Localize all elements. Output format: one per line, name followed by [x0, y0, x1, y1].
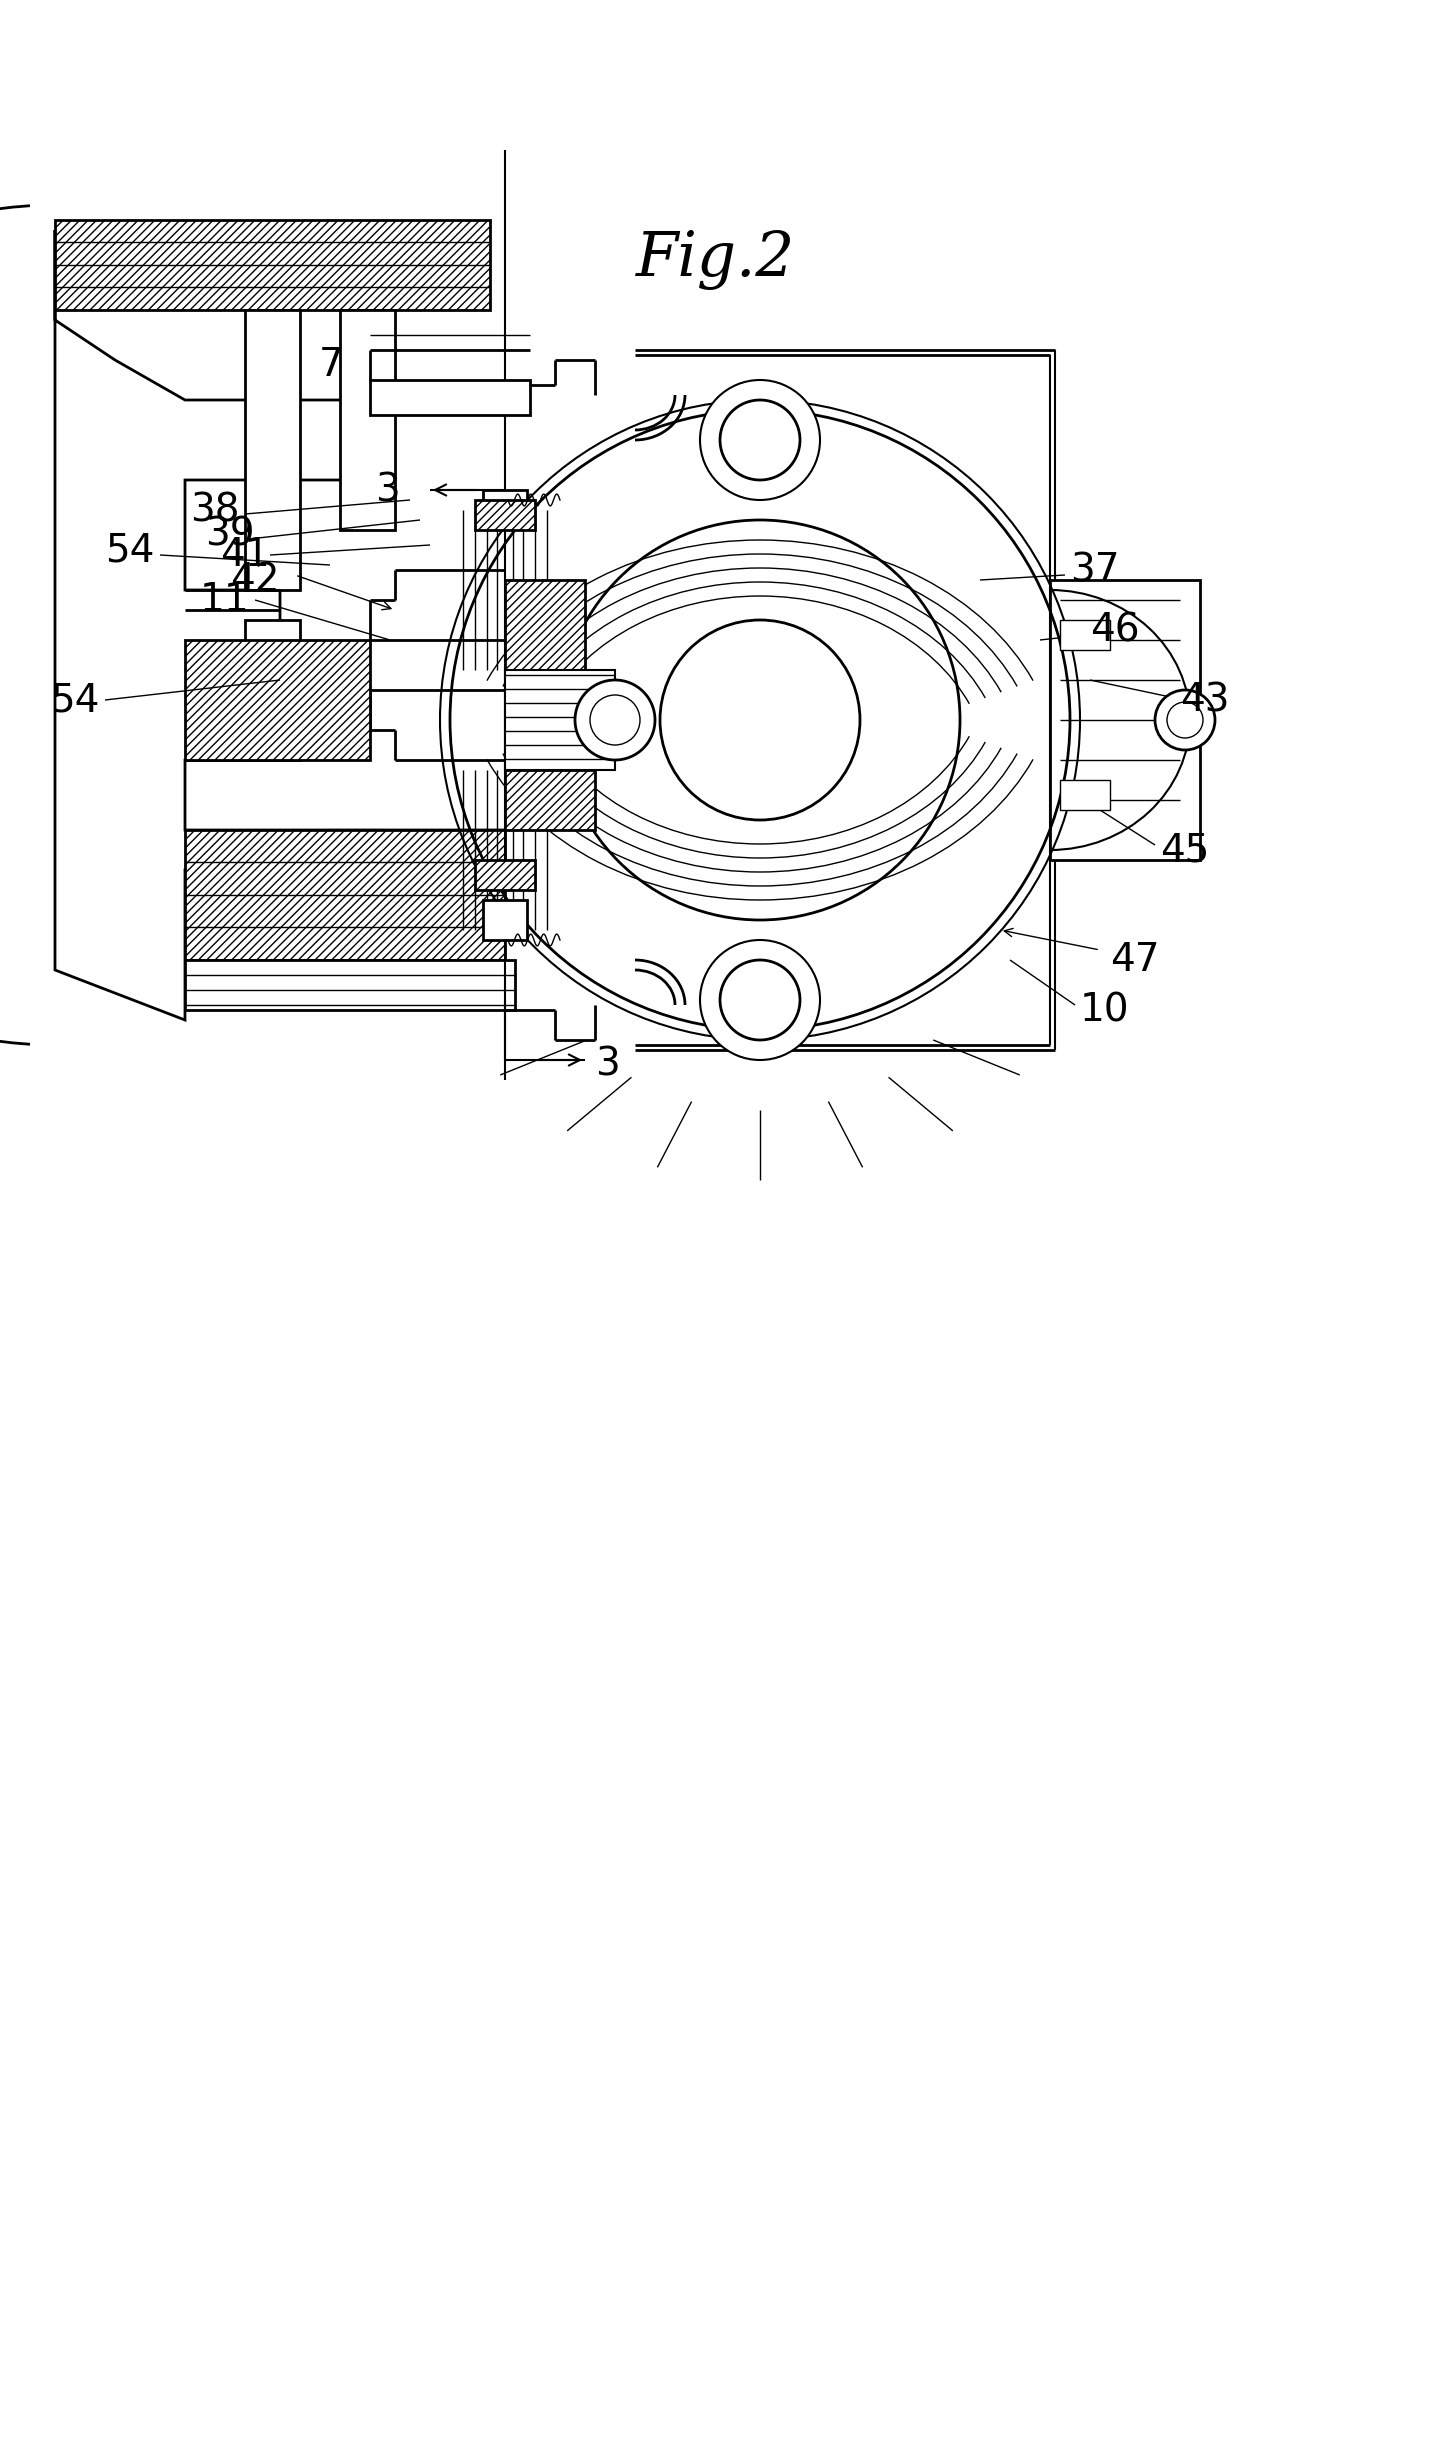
Text: 41: 41: [221, 537, 269, 574]
Circle shape: [699, 941, 820, 1059]
Text: 45: 45: [1159, 830, 1209, 869]
Circle shape: [719, 961, 800, 1039]
Circle shape: [590, 695, 641, 744]
Polygon shape: [54, 229, 504, 1020]
Bar: [185, 640, 370, 761]
Circle shape: [719, 399, 800, 480]
Bar: [504, 670, 615, 771]
Circle shape: [699, 379, 820, 500]
Bar: [185, 830, 504, 961]
Text: 10: 10: [1080, 990, 1129, 1030]
Text: 7: 7: [320, 345, 344, 384]
Bar: [1050, 579, 1199, 860]
Bar: [245, 310, 299, 591]
Bar: [245, 621, 299, 761]
Text: 37: 37: [1070, 552, 1119, 589]
Bar: [340, 310, 396, 530]
Circle shape: [1166, 702, 1202, 739]
Text: 47: 47: [1111, 941, 1159, 978]
Bar: [185, 961, 514, 1010]
Bar: [474, 860, 535, 889]
Bar: [483, 490, 527, 525]
Bar: [370, 379, 530, 414]
Bar: [1060, 621, 1111, 650]
Text: 39: 39: [205, 517, 255, 554]
Bar: [474, 500, 535, 530]
Bar: [54, 219, 490, 310]
Text: 38: 38: [191, 490, 239, 530]
Bar: [504, 579, 585, 670]
Bar: [504, 771, 595, 830]
Text: 54: 54: [50, 680, 99, 719]
Text: 54: 54: [105, 532, 155, 569]
Text: 43: 43: [1179, 680, 1230, 719]
Bar: [1060, 781, 1111, 810]
Text: 42: 42: [231, 562, 279, 599]
Text: 11: 11: [201, 581, 249, 618]
Bar: [483, 899, 527, 941]
Text: Fig.2: Fig.2: [636, 229, 795, 291]
Circle shape: [1155, 690, 1215, 751]
Circle shape: [575, 680, 655, 761]
Text: 3: 3: [595, 1047, 619, 1084]
Text: 3: 3: [375, 470, 400, 510]
Text: 46: 46: [1091, 611, 1139, 648]
